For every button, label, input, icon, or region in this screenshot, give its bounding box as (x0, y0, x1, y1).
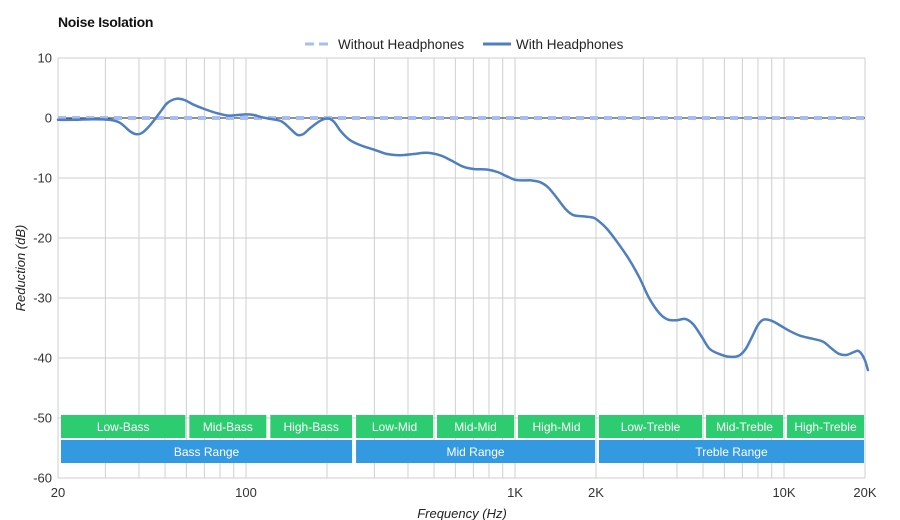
y-tick-label: -10 (33, 171, 52, 186)
legend: Without Headphones With Headphones (305, 37, 624, 52)
legend-label-with-headphones: With Headphones (516, 37, 624, 52)
band-label: Mid-Mid (454, 420, 497, 434)
legend-label-without-headphones: Without Headphones (338, 37, 464, 52)
band-label: Treble Range (695, 445, 768, 459)
frequency-bands: Low-Bass Mid-Bass High-Bass Low-Mid Mid-Mid H… (61, 415, 864, 463)
band-treble-range (599, 440, 864, 463)
y-tick-label: -40 (33, 351, 52, 366)
band-high-mid (518, 415, 595, 438)
y-tick-label: -20 (33, 231, 52, 246)
x-tick-label: 10K (772, 485, 795, 500)
band-label: High-Bass (284, 420, 339, 434)
band-label: Mid Range (447, 445, 505, 459)
band-low-treble (599, 415, 703, 438)
x-tick-label: 20K (853, 485, 876, 500)
band-low-bass (61, 415, 186, 438)
x-tick-label: 1K (507, 485, 523, 500)
band-label: Mid-Treble (716, 420, 773, 434)
y-tick-label: -30 (33, 291, 52, 306)
series-line-with-headphones (56, 97, 870, 372)
band-mid-treble (706, 415, 784, 438)
y-tick-label: 0 (45, 111, 52, 126)
band-mid-range (356, 440, 595, 463)
band-label: Low-Bass (97, 420, 150, 434)
chart-title: Noise Isolation (58, 14, 153, 30)
band-label: Low-Treble (621, 420, 681, 434)
band-mid-bass (189, 415, 267, 438)
x-axis-label: Frequency (Hz) (417, 506, 507, 520)
band-label: Mid-Bass (203, 420, 253, 434)
series (56, 97, 870, 372)
band-label: High-Treble (794, 420, 857, 434)
y-axis-label: Reduction (dB) (13, 225, 28, 312)
grid (57, 57, 866, 479)
band-high-bass (270, 415, 353, 438)
band-low-mid (356, 415, 434, 438)
y-tick-label: -50 (33, 411, 52, 426)
y-tick-label: -60 (33, 471, 52, 486)
band-bass-range (61, 440, 353, 463)
y-tick-label: 10 (38, 51, 52, 66)
x-tick-label: 2K (588, 485, 604, 500)
band-label: High-Mid (533, 420, 581, 434)
band-high-treble (787, 415, 864, 438)
x-tick-label: 100 (235, 485, 257, 500)
band-mid-mid (437, 415, 515, 438)
x-tick-label: 20 (51, 485, 65, 500)
band-label: Low-Mid (372, 420, 417, 434)
band-label: Bass Range (174, 445, 240, 459)
